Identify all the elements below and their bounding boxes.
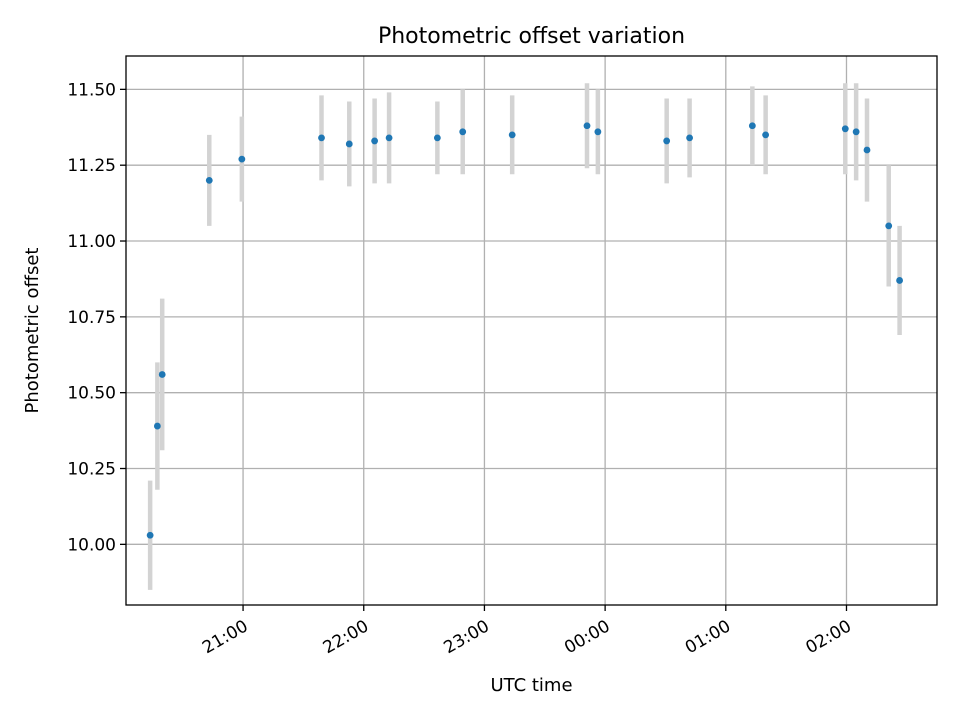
data-point [852, 128, 860, 136]
data-point [896, 277, 903, 284]
data-point [583, 122, 591, 130]
y-tick-label: 10.00 [67, 535, 116, 555]
data-point [508, 131, 516, 139]
y-tick-label: 10.50 [67, 384, 116, 404]
data-point [663, 137, 671, 145]
data-point [238, 155, 246, 163]
x-axis-label: UTC time [490, 675, 572, 696]
y-tick-label: 11.25 [67, 156, 116, 176]
y-tick-label: 11.00 [67, 232, 116, 252]
data-point [205, 176, 213, 184]
data-point [459, 128, 467, 136]
data-point [153, 422, 161, 430]
data-point [158, 371, 166, 378]
y-tick-label: 10.25 [67, 460, 116, 480]
data-point [318, 134, 325, 142]
data-point [146, 531, 154, 539]
data-point [433, 134, 441, 142]
y-axis-label: Photometric offset [22, 248, 43, 414]
data-point [748, 122, 756, 130]
data-point [841, 125, 849, 133]
data-point [594, 128, 602, 136]
data-point [762, 131, 770, 139]
data-points [146, 122, 903, 539]
data-point [371, 137, 379, 145]
data-point [686, 134, 693, 142]
data-point [385, 134, 393, 142]
chart-title: Photometric offset variation [378, 24, 685, 49]
y-tick-label: 10.75 [67, 308, 116, 328]
plot-frame [125, 55, 938, 606]
data-point [345, 140, 353, 148]
y-tick-label: 11.50 [67, 80, 116, 100]
data-point [885, 222, 893, 230]
data-point [863, 146, 871, 154]
